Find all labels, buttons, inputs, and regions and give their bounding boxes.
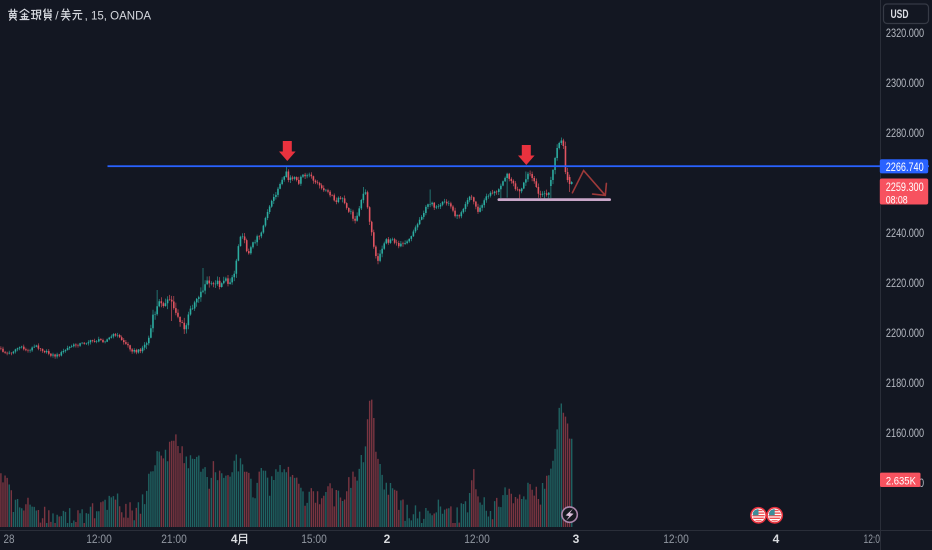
- svg-text:, 15, OANDA: , 15, OANDA: [85, 8, 152, 22]
- svg-text:2266.740: 2266.740: [886, 160, 924, 174]
- svg-text:2259.300: 2259.300: [886, 180, 924, 194]
- svg-text:12:00: 12:00: [464, 532, 490, 546]
- svg-text:4: 4: [773, 532, 780, 546]
- svg-text:2.635K: 2.635K: [886, 475, 917, 487]
- svg-text:2180.000: 2180.000: [886, 376, 924, 390]
- svg-text:USD: USD: [891, 7, 909, 21]
- svg-text:2300.000: 2300.000: [886, 76, 924, 90]
- svg-text:3: 3: [573, 532, 580, 546]
- svg-text:2200.000: 2200.000: [886, 326, 924, 340]
- svg-text:12:00: 12:00: [86, 532, 112, 546]
- svg-text:21:00: 21:00: [161, 532, 187, 546]
- svg-text:2320.000: 2320.000: [886, 26, 924, 40]
- svg-text:2160.000: 2160.000: [886, 426, 924, 440]
- svg-text:4: 4: [231, 532, 238, 546]
- svg-text:2240.000: 2240.000: [886, 226, 924, 240]
- svg-text:08:08: 08:08: [886, 194, 908, 206]
- svg-text:28: 28: [4, 532, 15, 546]
- svg-text:/: /: [55, 8, 59, 22]
- svg-text:12:00: 12:00: [663, 532, 689, 546]
- svg-text:2: 2: [384, 532, 391, 546]
- svg-text:2280.000: 2280.000: [886, 126, 924, 140]
- svg-text:2220.000: 2220.000: [886, 276, 924, 290]
- svg-text:12:0: 12:0: [864, 532, 881, 546]
- svg-text:15:00: 15:00: [301, 532, 327, 546]
